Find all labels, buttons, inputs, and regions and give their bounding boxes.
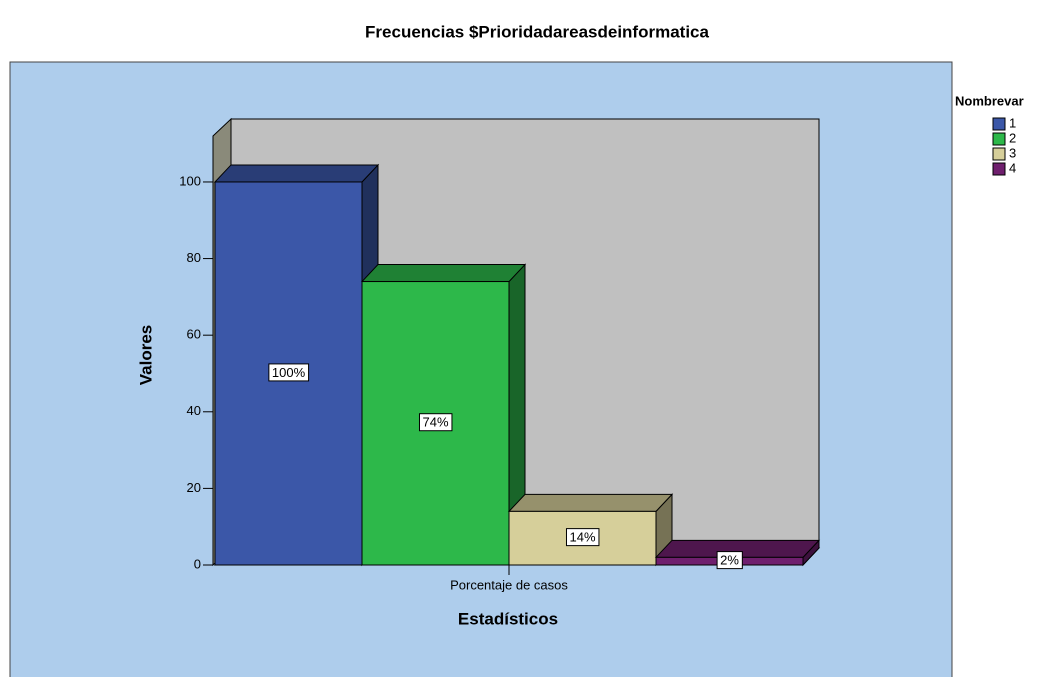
- legend-swatch: [992, 162, 1006, 176]
- y-tick-label: 0: [194, 556, 201, 571]
- value-label-box: [268, 363, 310, 382]
- y-tick-label: 40: [187, 403, 201, 418]
- value-label-box: [418, 413, 453, 432]
- y-tick-label: 100: [179, 173, 201, 188]
- value-label-box: [716, 551, 743, 570]
- value-label-box: [565, 528, 600, 547]
- legend-swatch: [992, 147, 1006, 161]
- legend-label: 1: [1009, 115, 1016, 130]
- legend-swatch: [992, 117, 1006, 131]
- bar-top: [360, 264, 527, 283]
- bar-top: [213, 164, 380, 183]
- chart-title: Frecuencias $Prioridadareasdeinformatica: [365, 22, 709, 41]
- y-tick-label: 80: [187, 250, 201, 265]
- value-label: 14%: [569, 530, 595, 545]
- legend-label: 4: [1009, 160, 1016, 175]
- bar-top: [507, 493, 674, 512]
- x-tick-label: Porcentaje de casos: [450, 577, 568, 592]
- value-label: 74%: [422, 415, 448, 430]
- legend-swatch: [992, 132, 1006, 146]
- legend-label: 3: [1009, 145, 1016, 160]
- legend-title: Nombrevar: [955, 93, 1024, 108]
- value-label: 2%: [720, 553, 739, 568]
- legend-label: 2: [1009, 130, 1016, 145]
- y-tick-label: 20: [187, 480, 201, 495]
- value-label: 100%: [272, 365, 306, 380]
- y-axis-label: Valores: [136, 325, 155, 386]
- y-tick-label: 60: [187, 327, 201, 342]
- x-axis-label: Estadísticos: [458, 609, 558, 628]
